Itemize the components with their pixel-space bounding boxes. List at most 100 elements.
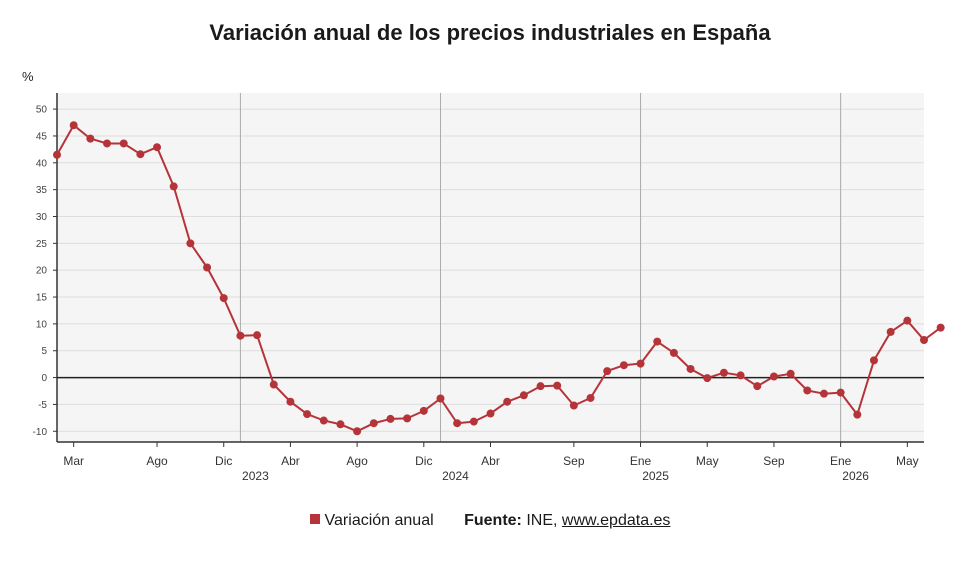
data-point <box>136 150 145 159</box>
year-label: 2023 <box>242 469 269 483</box>
y-tick-label: 45 <box>36 131 48 142</box>
grid <box>57 108 924 432</box>
source-text: INE, <box>526 512 558 529</box>
y-tick-label: -10 <box>33 427 48 438</box>
data-point <box>886 327 895 336</box>
data-point <box>436 394 445 403</box>
data-point <box>86 134 95 143</box>
data-point <box>603 367 612 376</box>
y-axis: -10 -5 0 5 10 15 20 25 30 35 40 45 50 <box>33 105 57 438</box>
data-point <box>619 361 628 370</box>
data-point <box>153 143 162 152</box>
legend: Variación anual Fuente: INE, www.epdata.… <box>0 512 980 530</box>
year-label: 2025 <box>642 469 669 483</box>
data-point <box>269 380 278 389</box>
data-point <box>653 337 662 346</box>
year-lines <box>239 93 842 442</box>
data-point <box>69 121 78 130</box>
y-tick-label: 5 <box>41 346 47 357</box>
data-point <box>319 416 328 425</box>
data-point <box>353 427 362 436</box>
source-link[interactable]: www.epdata.es <box>561 512 671 529</box>
y-axis-unit-label: % <box>22 69 34 84</box>
y-tick-label: 15 <box>36 293 48 304</box>
data-point <box>636 359 645 368</box>
data-point <box>486 409 495 418</box>
data-point <box>903 316 912 325</box>
data-point <box>703 374 712 383</box>
data-point <box>669 348 678 357</box>
data-point <box>403 414 412 423</box>
x-tick-label: Mar <box>63 454 84 468</box>
x-tick-label: Ene <box>630 454 652 468</box>
data-point <box>803 386 812 395</box>
y-tick-label: 25 <box>36 239 48 250</box>
y-tick-label: 30 <box>36 212 48 223</box>
data-point <box>536 382 545 391</box>
data-point <box>569 401 578 410</box>
y-tick-label: 20 <box>36 266 48 277</box>
legend-swatch <box>309 514 320 524</box>
plot-background <box>57 93 924 442</box>
chart-title: Variación anual de los precios industria… <box>209 20 771 45</box>
data-point <box>236 331 245 340</box>
plot-area <box>57 93 924 442</box>
data-point <box>686 364 695 373</box>
year-label: 2026 <box>842 469 869 483</box>
data-point <box>786 369 795 378</box>
data-point <box>369 419 378 428</box>
data-point <box>386 414 395 423</box>
data-point <box>203 263 212 272</box>
data-point <box>769 372 778 381</box>
data-point <box>453 419 462 428</box>
x-tick-label: Ago <box>146 454 168 468</box>
data-point <box>936 323 945 332</box>
data-point <box>819 389 828 398</box>
data-point <box>736 371 745 380</box>
data-point <box>253 331 262 340</box>
source-note: Fuente: INE, www.epdata.es <box>464 512 670 529</box>
data-point <box>853 410 862 419</box>
x-tick-label: Ago <box>346 454 368 468</box>
x-tick-label: Dic <box>415 454 432 468</box>
data-point <box>753 382 762 391</box>
x-axis: 2023 2024 2025 2026 Mar Ago Dic Abr Ago Dic Abr Sep… <box>63 442 919 483</box>
data-point <box>219 294 228 303</box>
y-tick-label: 35 <box>36 185 48 196</box>
data-point <box>286 397 295 406</box>
y-tick-label: 40 <box>36 158 48 169</box>
data-point <box>469 417 478 426</box>
x-tick-label: Dic <box>215 454 232 468</box>
x-tick-label: May <box>896 454 919 468</box>
legend-series-label: Variación anual <box>324 512 434 529</box>
data-point <box>836 388 845 397</box>
y-tick-label: 50 <box>36 105 48 116</box>
data-point <box>586 393 595 402</box>
data-point <box>920 335 928 344</box>
x-tick-label: Sep <box>563 454 585 468</box>
series <box>53 121 945 436</box>
data-point <box>553 381 562 390</box>
data-point <box>519 391 528 400</box>
data-point <box>53 150 61 159</box>
x-tick-label: May <box>696 454 719 468</box>
data-point <box>869 356 878 365</box>
y-tick-label: 0 <box>41 373 47 384</box>
x-tick-label: Abr <box>281 454 300 468</box>
y-tick-label: -5 <box>38 400 47 411</box>
data-point <box>103 139 112 148</box>
data-point <box>186 239 195 248</box>
data-point <box>119 139 128 148</box>
source-label: Fuente: <box>464 512 522 529</box>
year-label: 2024 <box>442 469 469 483</box>
y-tick-label: 10 <box>36 319 48 330</box>
data-point <box>169 182 178 191</box>
legend-item-variacion-anual[interactable]: Variación anual <box>309 512 439 529</box>
x-tick-label: Abr <box>481 454 500 468</box>
data-point <box>419 406 428 415</box>
data-point <box>719 368 728 377</box>
x-tick-label: Sep <box>763 454 785 468</box>
data-point <box>503 397 512 406</box>
data-point <box>336 420 345 429</box>
